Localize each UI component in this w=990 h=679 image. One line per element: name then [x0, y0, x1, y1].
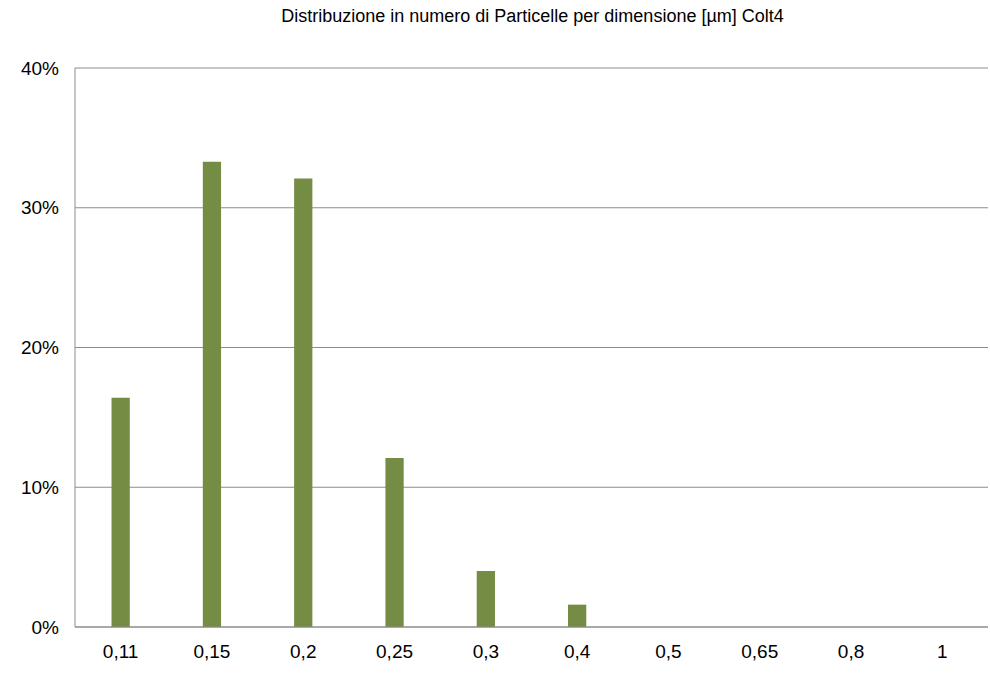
- svg-text:30%: 30%: [21, 197, 59, 218]
- svg-text:0,2: 0,2: [290, 641, 316, 662]
- svg-text:0,4: 0,4: [564, 641, 591, 662]
- svg-text:0,65: 0,65: [741, 641, 778, 662]
- svg-text:0,8: 0,8: [838, 641, 864, 662]
- svg-text:0,5: 0,5: [655, 641, 681, 662]
- svg-text:10%: 10%: [21, 477, 59, 498]
- svg-text:0,3: 0,3: [473, 641, 499, 662]
- svg-text:20%: 20%: [21, 337, 59, 358]
- svg-text:0,11: 0,11: [103, 641, 139, 662]
- svg-text:40%: 40%: [21, 58, 59, 79]
- html-text:Distribuzione in numero di Par: Distribuzione in numero di Particelle pe…: [281, 6, 784, 26]
- svg-text:0,25: 0,25: [376, 641, 413, 662]
- svg-text:0%: 0%: [32, 617, 60, 638]
- svg-text:0,15: 0,15: [193, 641, 230, 662]
- svg-text:1: 1: [937, 641, 948, 662]
